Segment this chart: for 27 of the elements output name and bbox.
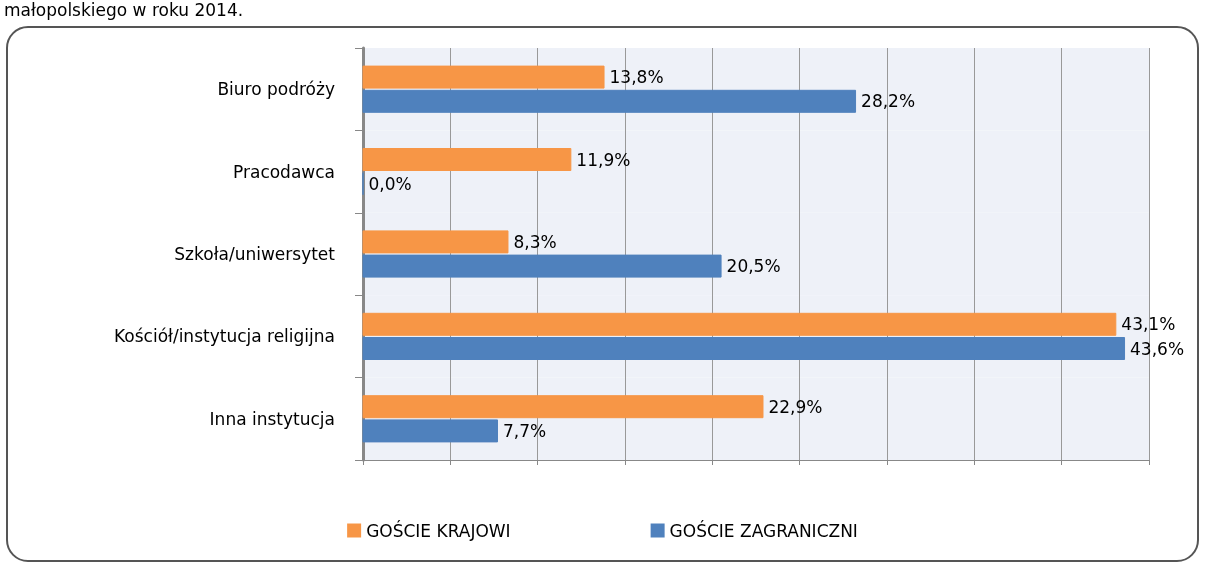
data-label: 7,7% bbox=[502, 420, 547, 441]
bar bbox=[362, 337, 1126, 360]
legend-label: GOŚCIE ZAGRANICZNI bbox=[669, 519, 858, 541]
y-tick-label: Pracodawca bbox=[233, 161, 335, 182]
y-tick-label: Inna instytucja bbox=[209, 408, 335, 429]
data-label: 13,8% bbox=[609, 67, 664, 88]
data-label: 22,9% bbox=[768, 396, 823, 417]
bar bbox=[362, 312, 1117, 336]
legend-label: GOŚCIE KRAJOWI bbox=[366, 519, 511, 541]
data-label: 28,2% bbox=[861, 91, 916, 112]
bar bbox=[362, 148, 572, 171]
bar bbox=[362, 254, 722, 278]
data-label: 43,1% bbox=[1121, 314, 1176, 335]
text: małopolskiego w roku 2014. bbox=[4, 0, 244, 20]
bar bbox=[362, 230, 509, 254]
bar bbox=[362, 89, 857, 113]
y-tick-label: Kościół/instytucja religijna bbox=[114, 326, 335, 347]
y-tick-label: Biuro podróży bbox=[217, 79, 335, 100]
data-label: 8,3% bbox=[513, 231, 557, 252]
bar bbox=[362, 419, 498, 443]
bar bbox=[362, 65, 605, 89]
bar bbox=[362, 395, 764, 419]
y-tick-label: Szkoła/uniwersytet bbox=[174, 244, 336, 264]
data-label: 43,6% bbox=[1130, 338, 1185, 359]
data-label: 0,0% bbox=[368, 173, 412, 194]
data-label: 20,5% bbox=[726, 256, 781, 277]
data-label: 11,9% bbox=[576, 149, 631, 170]
